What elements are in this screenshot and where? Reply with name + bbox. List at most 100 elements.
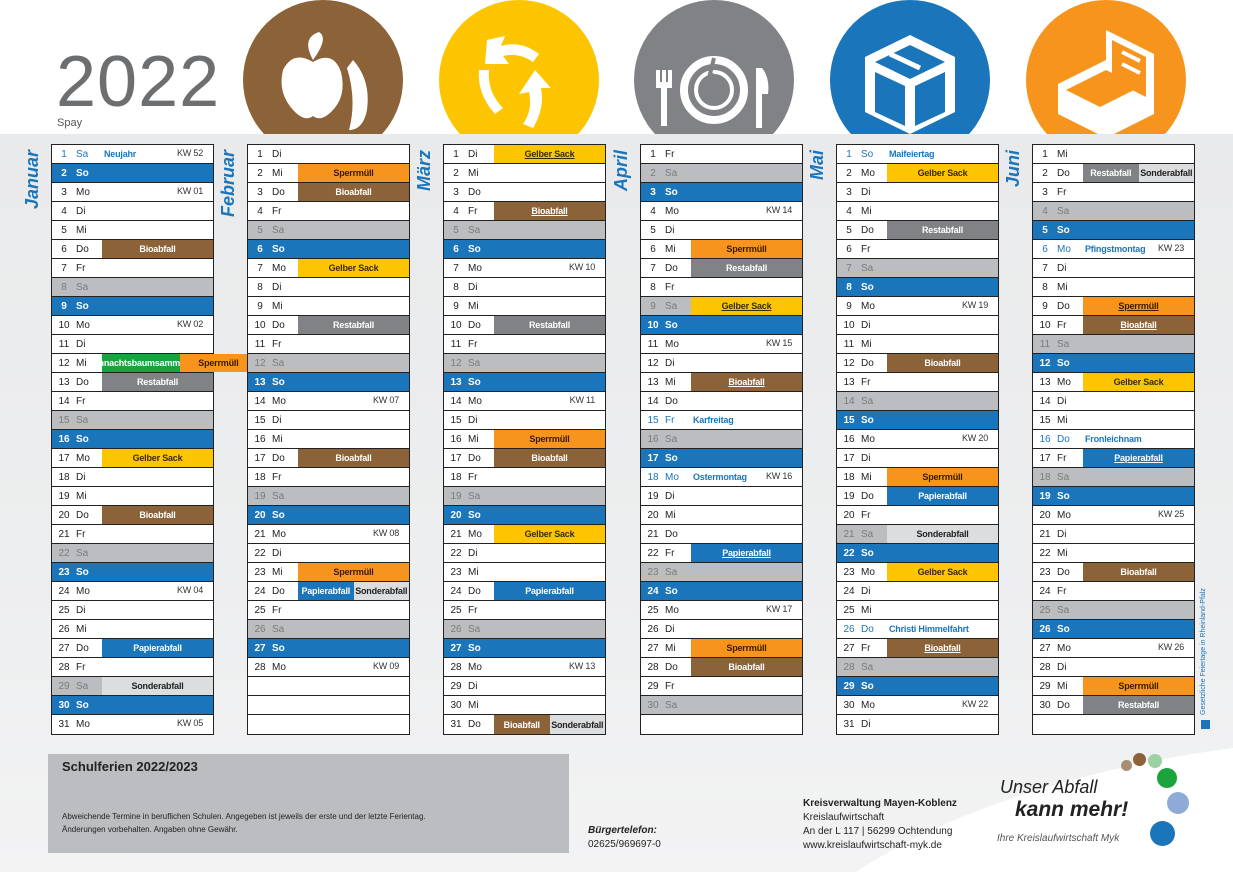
day-row: 11 Fr [248,335,409,354]
weekday: So [1057,357,1070,369]
weekday: Do [861,357,874,369]
calendar-week: KW 25 [1157,509,1184,519]
day-content [691,620,802,638]
day-content [887,658,998,676]
holiday-name: Ostermontag [693,472,747,482]
collection-event-label: Sperrmüll [922,472,963,482]
day-row: 8 Di [248,278,409,297]
weekday: Di [861,186,871,198]
day-row: 15 Di [248,411,409,430]
day-content [1083,487,1194,505]
day-row: 7 Do Restabfall [641,259,802,278]
day-row: 6 Mo Pfingstmontag KW 23 [1033,240,1194,259]
day-number: 19 [1039,490,1051,502]
day-row: 5 Mi [52,221,213,240]
day-row: 19 So [1033,487,1194,506]
collection-event-sperr: Sperrmüll [887,468,998,486]
day-number: 8 [257,281,263,293]
collection-event-label: Papierabfall [301,586,351,596]
day-row: 18 Fr [248,468,409,487]
day-number: 19 [450,490,462,502]
day-number: 25 [450,604,462,616]
weekday: Mo [76,719,90,730]
day-row: 27 Fr Bioabfall [837,639,998,658]
month-februar: 1 Di 2 Mi Sperrmüll 3 Do Bioabfall 4 Fr 5 Sa 6 So 7 Mo G… [247,144,410,735]
day-number: 26 [450,623,462,635]
month-grid: 1 Sa Neujahr KW 52 2 So 3 Mo KW 01 4 Di 5 Mi 6 Do Bioab… [51,144,258,735]
collection-event-label: Gelber Sack [1113,377,1164,387]
weekday: Fr [76,395,86,407]
day-content [494,487,605,505]
weekday: Mi [1057,680,1068,692]
day-number: 10 [647,319,659,331]
website-link[interactable]: www.kreislaufwirtschaft-myk.de [803,840,942,851]
weekday: Mo [1057,642,1071,654]
day-row: 11 Di [52,335,213,354]
weekday: Mo [468,262,482,274]
weekday: Di [1057,528,1067,540]
weekday: So [272,509,285,521]
collection-event-label: Bioabfall [1120,567,1157,577]
day-row: 18 Sa [1033,468,1194,487]
day-row: 30 Do Restabfall [1033,696,1194,715]
weekday: Fr [76,661,86,673]
weekday: Mi [76,490,87,502]
day-row: 15 Fr Karfreitag [641,411,802,430]
collection-event-label: Bioabfall [924,643,961,653]
day-row [248,696,409,715]
day-content: Bioabfall [887,639,998,657]
day-row: 12 Sa [444,354,605,373]
org-name: Kreisverwaltung Mayen-Koblenz [803,798,957,809]
day-content: Papierabfall [887,487,998,505]
day-row: 16 Mi [248,430,409,449]
collection-event-bio: Bioabfall [1083,316,1194,334]
weekday: Di [665,357,675,369]
day-number: 28 [58,661,70,673]
calendar-week: KW 01 [176,186,203,196]
day-row: 30 Mo KW 22 [837,696,998,715]
day-content: Restabfall [494,316,605,334]
weekday: So [76,300,89,312]
day-content: Papierabfall [1083,449,1194,467]
day-row: 15 So [837,411,998,430]
day-content [298,335,409,353]
day-content [298,297,409,315]
day-number: 5 [453,224,459,236]
day-number: 8 [453,281,459,293]
day-content [691,582,802,600]
collection-event-rest: Restabfall [494,316,605,334]
day-number: 4 [257,205,263,217]
day-number: 16 [647,433,659,445]
day-number: 13 [450,376,462,388]
collection-event-bio: Bioabfall [494,715,550,734]
month-grid: 1 Di 2 Mi Sperrmüll 3 Do Bioabfall 4 Fr 5 Sa 6 So 7 Mo G… [247,144,410,735]
day-number: 28 [843,661,855,673]
day-content [298,487,409,505]
day-number: 13 [1039,376,1051,388]
day-content: Restabfall [1083,696,1194,714]
day-content [494,221,605,239]
day-content [102,430,213,448]
month-grid: 1 Di Gelber Sack 2 Mi 3 Do 4 Fr Bioabfall 5 Sa 6 So 7 M… [443,144,606,735]
collection-event-label: Bioabfall [728,662,765,672]
day-row: 29 Sa Sonderabfall [52,677,213,696]
calendar-week: KW 10 [568,262,595,272]
day-content [691,221,802,239]
collection-event-label: Papierabfall [918,491,967,501]
calendar-week: KW 08 [372,528,399,538]
day-number: 17 [843,452,855,464]
day-number: 9 [650,300,656,312]
phone-label: Bürgertelefon: [588,825,657,836]
day-number: 31 [58,719,70,730]
weekday: So [76,699,89,711]
day-row: 1 Mi [1033,145,1194,164]
day-number: 25 [254,604,266,616]
day-row: 24 Di [837,582,998,601]
day-row: 6 So [248,240,409,259]
day-number: 13 [58,376,70,388]
day-content [298,221,409,239]
day-content: Restabfall [691,259,802,277]
day-number: 14 [254,395,266,407]
weekday: Mi [1057,414,1068,426]
day-content [494,335,605,353]
